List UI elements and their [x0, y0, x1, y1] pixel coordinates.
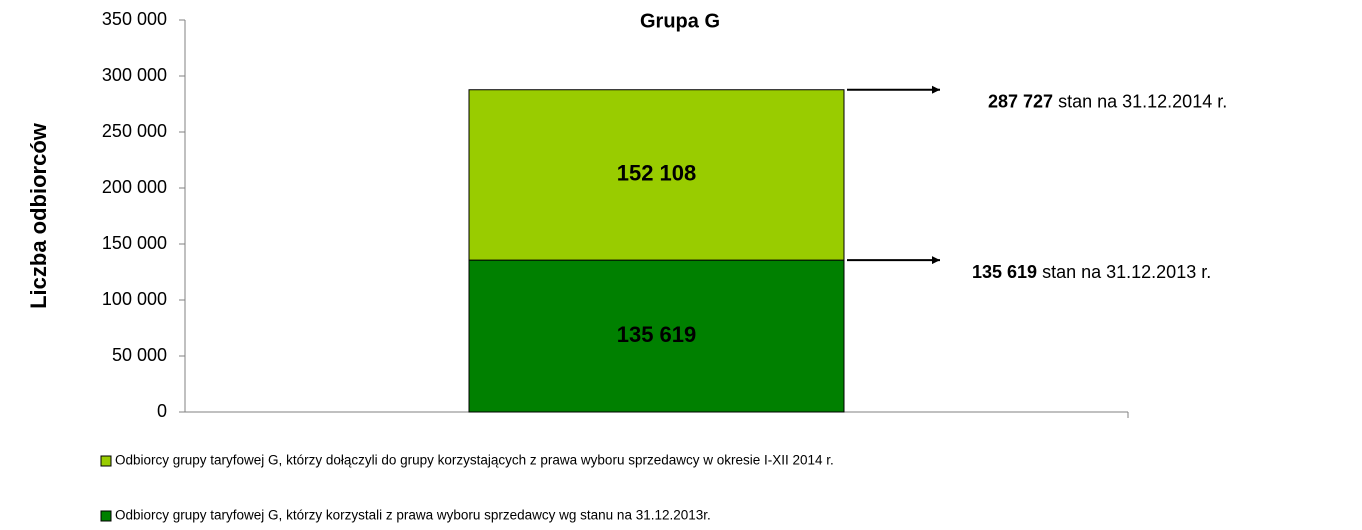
chart-title: Grupa G	[640, 10, 720, 32]
y-tick-label: 0	[157, 401, 167, 421]
legend-label: Odbiorcy grupy taryfowej G, którzy dołąc…	[115, 453, 834, 468]
annotation-value: 135 619	[972, 262, 1037, 282]
legend-swatch	[100, 455, 112, 467]
y-tick-label: 200 000	[102, 177, 167, 197]
y-tick-label: 300 000	[102, 65, 167, 85]
annotation: 135 619 stan na 31.12.2013 r.	[972, 262, 1211, 282]
bar-segment	[468, 259, 845, 413]
bar-segment	[468, 89, 845, 261]
y-tick-label: 100 000	[102, 289, 167, 309]
legend-label: Odbiorcy grupy taryfowej G, którzy korzy…	[115, 508, 711, 523]
y-axis-title: Liczba odbiorców	[26, 122, 51, 309]
annotation-text: stan na 31.12.2013 r.	[1042, 262, 1211, 282]
annotation-text: stan na 31.12.2014 r.	[1058, 91, 1227, 111]
y-tick-label: 50 000	[112, 345, 167, 365]
annotation-value: 287 727	[988, 91, 1053, 111]
data-label: 135 619	[617, 322, 697, 347]
y-tick-label: 150 000	[102, 233, 167, 253]
annotation: 287 727 stan na 31.12.2014 r.	[988, 91, 1227, 111]
data-label: 152 108	[617, 161, 697, 186]
legend-swatch	[100, 510, 112, 522]
y-tick-label: 250 000	[102, 121, 167, 141]
y-tick-label: 350 000	[102, 9, 167, 29]
